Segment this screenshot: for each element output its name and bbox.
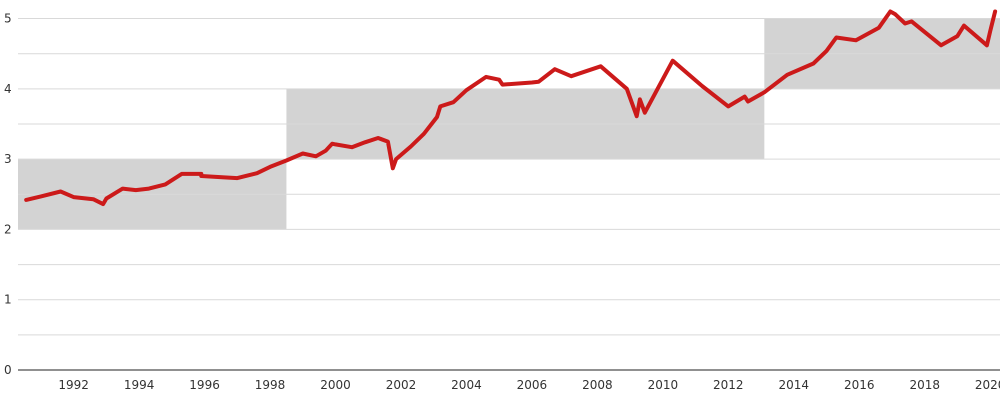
data-point <box>536 80 540 84</box>
data-point <box>334 142 338 146</box>
data-point <box>438 104 442 108</box>
data-point <box>497 78 501 82</box>
data-point <box>893 12 897 16</box>
y-tick-label: 4 <box>4 82 12 96</box>
data-point <box>451 100 455 104</box>
y-tick-label: 0 <box>4 363 12 377</box>
data-point <box>363 140 367 144</box>
data-point <box>726 104 730 108</box>
data-point <box>464 88 468 92</box>
data-point <box>314 154 318 158</box>
data-point <box>301 152 305 156</box>
data-point <box>785 73 789 77</box>
data-point <box>189 172 193 176</box>
data-point <box>962 24 966 28</box>
data-point <box>635 114 639 118</box>
data-point <box>180 172 184 176</box>
x-tick-label: 2012 <box>713 378 744 392</box>
data-point <box>101 202 105 206</box>
data-point <box>394 157 398 161</box>
data-point <box>324 149 328 153</box>
data-point <box>955 34 959 38</box>
data-point <box>24 198 28 202</box>
x-tick-label: 2000 <box>320 378 351 392</box>
data-point <box>134 188 138 192</box>
data-point <box>199 172 203 176</box>
data-point <box>235 176 239 180</box>
data-point <box>59 189 63 193</box>
x-tick-label: 2002 <box>386 378 417 392</box>
x-tick-label: 1998 <box>255 378 286 392</box>
data-point <box>409 144 413 148</box>
data-point <box>993 10 997 14</box>
x-tick-label: 1996 <box>189 378 220 392</box>
data-point <box>268 165 272 169</box>
data-point <box>376 136 380 140</box>
x-tick-label: 2016 <box>844 378 875 392</box>
data-point <box>147 187 151 191</box>
data-point <box>330 142 334 146</box>
data-point <box>939 43 943 47</box>
data-point <box>163 182 167 186</box>
data-point <box>72 195 76 199</box>
data-point <box>350 145 354 149</box>
data-point <box>484 75 488 79</box>
x-tick-label: 2014 <box>779 378 810 392</box>
gridlines <box>18 18 1000 336</box>
data-point <box>903 21 907 25</box>
x-tick-label: 2008 <box>582 378 613 392</box>
data-point <box>988 29 992 33</box>
y-tick-label: 3 <box>4 152 12 166</box>
data-point <box>91 197 95 201</box>
data-point <box>910 19 914 23</box>
data-point <box>121 187 125 191</box>
data-point <box>877 26 881 30</box>
data-point <box>643 111 647 115</box>
x-tick-label: 2020 <box>975 378 1000 392</box>
data-point <box>599 64 603 68</box>
data-point <box>386 140 390 144</box>
data-point <box>985 43 989 47</box>
data-point <box>834 36 838 40</box>
data-point <box>39 194 43 198</box>
data-point <box>638 97 642 101</box>
y-tick-label: 1 <box>4 293 12 307</box>
data-point <box>222 175 226 179</box>
data-point <box>700 84 704 88</box>
series-lines <box>24 9 998 207</box>
data-point <box>743 95 747 99</box>
data-point <box>104 196 108 200</box>
y-tick-label: 2 <box>4 222 12 236</box>
data-point <box>422 132 426 136</box>
x-tick-label: 1994 <box>124 378 155 392</box>
data-point <box>435 115 439 119</box>
data-point <box>255 171 259 175</box>
x-tick-label: 2006 <box>517 378 548 392</box>
data-point <box>625 87 629 91</box>
data-point <box>671 59 675 63</box>
data-point <box>553 67 557 71</box>
data-point <box>391 166 395 170</box>
data-point <box>500 83 504 87</box>
data-point <box>854 38 858 42</box>
data-point <box>569 74 573 78</box>
data-point <box>284 159 288 163</box>
data-point <box>825 49 829 53</box>
x-tick-label: 2004 <box>451 378 482 392</box>
x-tick-label: 2010 <box>648 378 679 392</box>
data-point <box>746 99 750 103</box>
axes: 0 1 2 3 4 5 1992 1994 1996 1998 2000 2002 2004 2006 20… <box>4 12 1000 392</box>
data-point <box>762 90 766 94</box>
data-point <box>888 10 892 14</box>
data-point <box>530 81 534 85</box>
x-tick-label: 1992 <box>58 378 89 392</box>
data-point <box>811 62 815 66</box>
x-tick-label: 2018 <box>909 378 940 392</box>
y-tick-label: 5 <box>4 12 12 26</box>
data-point <box>199 174 203 178</box>
